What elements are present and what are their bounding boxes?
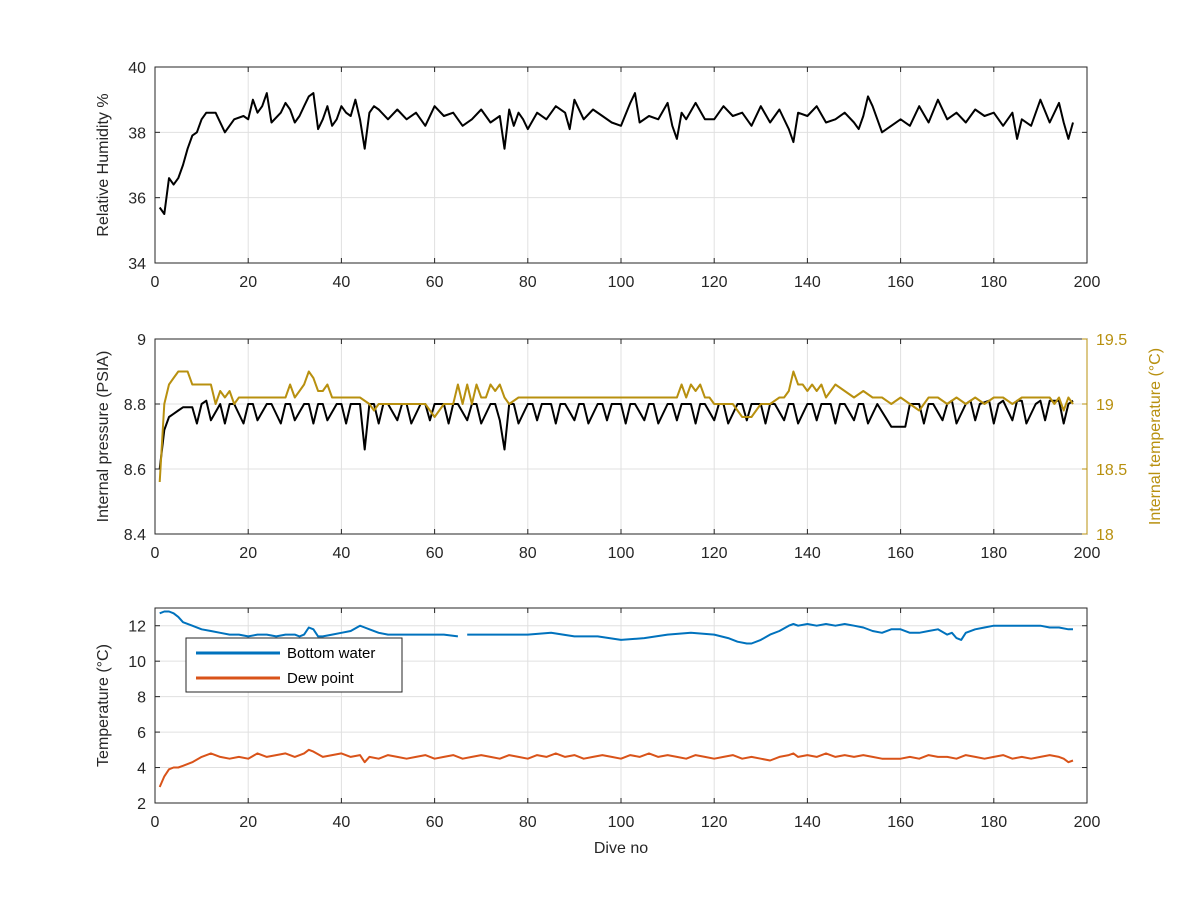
legend-box bbox=[185, 637, 403, 693]
x-tick-label: 120 bbox=[701, 545, 728, 562]
x-tick-label: 60 bbox=[426, 545, 444, 562]
x-tick-label: 140 bbox=[794, 545, 821, 562]
right-y-tick-label: 18 bbox=[1096, 527, 1114, 544]
y-tick-label: 2 bbox=[137, 796, 146, 813]
dive-no-x-axis-label: Dive no bbox=[594, 840, 648, 857]
pressure-temperature-series bbox=[158, 370, 1074, 483]
x-tick-label: 40 bbox=[333, 545, 351, 562]
humidity-tick-labels: 0 20 40 60 80 100 120 140 160 180 200 34 36 38 40 bbox=[128, 60, 1100, 291]
y-tick-label: 38 bbox=[128, 125, 146, 142]
y-tick-label: 6 bbox=[137, 725, 146, 742]
y-tick-label: 8.4 bbox=[124, 527, 146, 544]
series-line-series-0 bbox=[158, 399, 1074, 470]
x-tick-label: 80 bbox=[519, 814, 537, 831]
y-tick-label: 12 bbox=[128, 619, 146, 636]
x-tick-label: 180 bbox=[980, 274, 1007, 291]
pressure-tick-labels: 0 20 40 60 80 100 120 140 160 180 200 8.4 8.6 8.8 9 18 1… bbox=[124, 332, 1127, 562]
right-y-tick-label: 19.5 bbox=[1096, 332, 1127, 349]
temperature-panel: 0 20 40 60 80 100 120 140 160 180 200 2 4 6 8 10 12 Temp… bbox=[95, 607, 1100, 857]
pressure-y-axis-label: Internal pressure (PSIA) bbox=[95, 351, 112, 523]
x-tick-label: 100 bbox=[608, 814, 635, 831]
temperature-series bbox=[158, 610, 1074, 788]
x-tick-label: 100 bbox=[608, 545, 635, 562]
x-tick-label: 20 bbox=[239, 545, 257, 562]
y-tick-label: 34 bbox=[128, 256, 146, 273]
y-tick-label: 9 bbox=[137, 332, 146, 349]
x-tick-label: 20 bbox=[239, 274, 257, 291]
series-line-series-1 bbox=[158, 370, 1074, 483]
x-tick-label: 180 bbox=[980, 545, 1007, 562]
x-tick-label: 120 bbox=[701, 814, 728, 831]
x-tick-label: 200 bbox=[1074, 274, 1101, 291]
series-line-bottom-water bbox=[159, 610, 1073, 645]
right-y-tick-label: 18.5 bbox=[1096, 462, 1127, 479]
series-line-series-0 bbox=[158, 92, 1074, 215]
y-tick-label: 4 bbox=[137, 761, 146, 778]
x-tick-label: 120 bbox=[701, 274, 728, 291]
temperature-y-axis-label: Temperature (°C) bbox=[95, 644, 112, 767]
humidity-y-axis-label: Relative Humidity % bbox=[95, 93, 112, 236]
x-tick-label: 160 bbox=[887, 274, 914, 291]
x-tick-label: 20 bbox=[239, 814, 257, 831]
legend-label-dew-point: Dew point bbox=[287, 670, 355, 687]
x-tick-label: 100 bbox=[608, 274, 635, 291]
x-tick-label: 200 bbox=[1074, 814, 1101, 831]
pressure-temperature-panel: 0 20 40 60 80 100 120 140 160 180 200 8.4 8.6 8.8 9 18 1… bbox=[95, 332, 1164, 562]
x-tick-label: 60 bbox=[426, 814, 444, 831]
y-tick-label: 36 bbox=[128, 191, 146, 208]
x-tick-label: 140 bbox=[794, 814, 821, 831]
x-tick-label: 0 bbox=[151, 814, 160, 831]
x-tick-label: 200 bbox=[1074, 545, 1101, 562]
temperature-legend: Bottom water Dew point bbox=[185, 637, 403, 693]
humidity-series bbox=[158, 92, 1074, 215]
x-tick-label: 80 bbox=[519, 545, 537, 562]
series-line-dew-point bbox=[158, 748, 1074, 788]
y-tick-label: 40 bbox=[128, 60, 146, 77]
humidity-panel: 0 20 40 60 80 100 120 140 160 180 200 34 36 38 40 Rela… bbox=[95, 60, 1100, 291]
x-tick-label: 160 bbox=[887, 814, 914, 831]
x-tick-label: 80 bbox=[519, 274, 537, 291]
temperature-tick-labels: 0 20 40 60 80 100 120 140 160 180 200 2 4 6 8 10 12 bbox=[128, 608, 1100, 831]
x-tick-label: 140 bbox=[794, 274, 821, 291]
x-tick-label: 0 bbox=[151, 274, 160, 291]
legend-label-bottom-water: Bottom water bbox=[287, 645, 375, 662]
x-tick-label: 40 bbox=[333, 274, 351, 291]
x-tick-label: 180 bbox=[980, 814, 1007, 831]
y-tick-label: 8.8 bbox=[124, 397, 146, 414]
x-tick-label: 60 bbox=[426, 274, 444, 291]
x-tick-label: 0 bbox=[151, 545, 160, 562]
internal-temperature-y-axis-label: Internal temperature (°C) bbox=[1147, 348, 1164, 525]
y-tick-label: 8 bbox=[137, 690, 146, 707]
right-y-tick-label: 19 bbox=[1096, 397, 1114, 414]
x-tick-label: 40 bbox=[333, 814, 351, 831]
x-tick-label: 160 bbox=[887, 545, 914, 562]
y-tick-label: 10 bbox=[128, 654, 146, 671]
y-tick-label: 8.6 bbox=[124, 462, 146, 479]
